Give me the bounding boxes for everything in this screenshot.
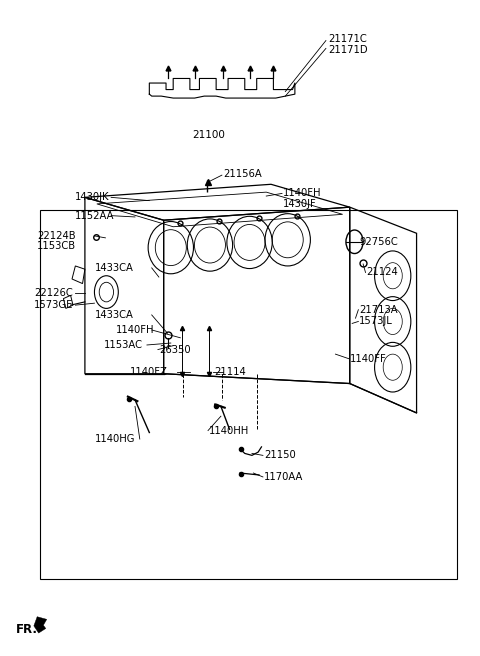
- Text: 1140FF: 1140FF: [350, 354, 386, 363]
- Text: 21713A: 21713A: [360, 304, 398, 315]
- Polygon shape: [34, 617, 47, 633]
- Text: FR.: FR.: [16, 623, 38, 636]
- Text: 1140FH: 1140FH: [116, 325, 155, 335]
- Text: 1573JL: 1573JL: [360, 316, 393, 327]
- Text: 21100: 21100: [192, 130, 226, 140]
- Text: 1430JK: 1430JK: [75, 192, 110, 202]
- Text: 1140HH: 1140HH: [209, 426, 249, 436]
- Text: 1170AA: 1170AA: [264, 472, 303, 482]
- Text: 21156A: 21156A: [223, 169, 262, 180]
- Text: 1140FZ: 1140FZ: [130, 367, 168, 377]
- Text: 26350: 26350: [159, 344, 191, 354]
- Text: 22126C: 22126C: [34, 288, 72, 298]
- Text: 21114: 21114: [214, 367, 245, 377]
- Text: 21171C: 21171C: [328, 34, 367, 44]
- Text: 1153CB: 1153CB: [37, 241, 76, 251]
- Bar: [39, 211, 457, 579]
- Text: 1152AA: 1152AA: [75, 211, 115, 220]
- Text: 92756C: 92756C: [360, 237, 398, 247]
- Text: 1573GE: 1573GE: [34, 300, 73, 310]
- Text: 21171D: 21171D: [328, 45, 368, 55]
- Text: 1153AC: 1153AC: [104, 340, 143, 350]
- Text: 21150: 21150: [264, 451, 296, 461]
- Text: 1433CA: 1433CA: [95, 263, 133, 273]
- Text: 1433CA: 1433CA: [95, 310, 133, 320]
- Text: 22124B: 22124B: [37, 231, 76, 241]
- Text: 1430JF: 1430JF: [283, 199, 317, 209]
- Text: 1140HG: 1140HG: [95, 434, 135, 444]
- Text: 1140FH: 1140FH: [283, 188, 322, 198]
- Text: 21124: 21124: [366, 268, 398, 277]
